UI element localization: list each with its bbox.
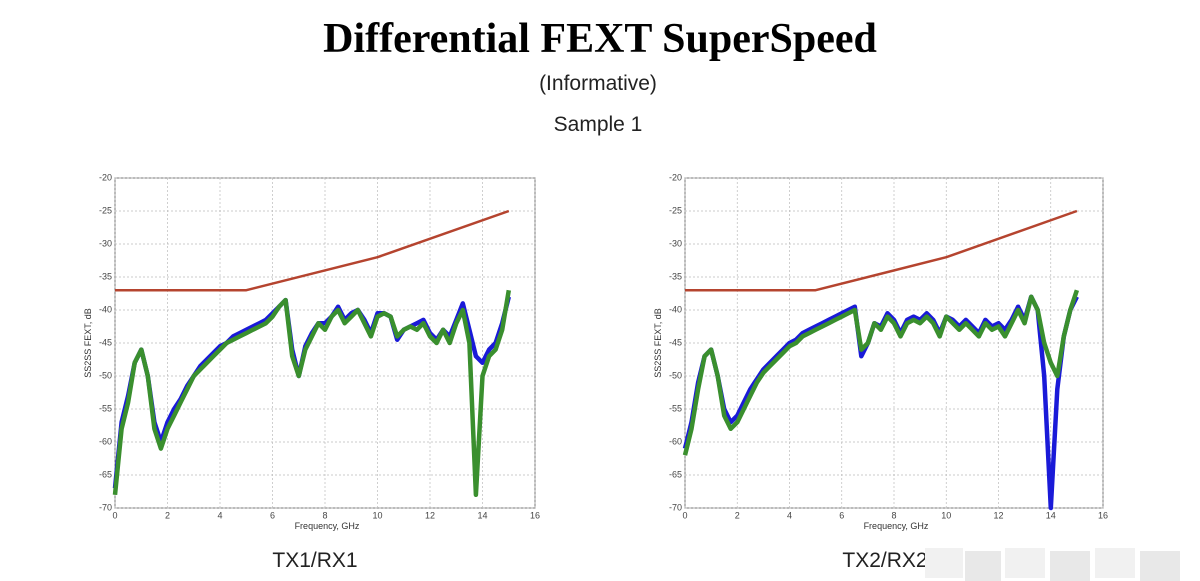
y-tick-label: -30 [669, 238, 682, 248]
x-tick-label: 4 [217, 510, 222, 520]
y-tick-label: -35 [99, 271, 112, 281]
y-tick-label: -40 [99, 304, 112, 314]
x-tick-label: 0 [682, 510, 687, 520]
x-tick-label: 6 [839, 510, 844, 520]
y-tick-label: -65 [99, 469, 112, 479]
watermark-blur [925, 548, 963, 578]
y-tick-label: -25 [99, 205, 112, 215]
x-axis-label: Frequency, GHz [864, 521, 929, 531]
y-tick-label: -50 [669, 370, 682, 380]
y-tick-label: -35 [669, 271, 682, 281]
x-tick-label: 10 [372, 510, 382, 520]
watermark-blur [1050, 551, 1090, 581]
y-tick-label: -60 [669, 436, 682, 446]
watermark-blur [1005, 548, 1045, 578]
y-axis-label: SS2SS FEXT, dB [653, 308, 663, 378]
watermark-blur [965, 551, 1001, 581]
x-tick-label: 8 [322, 510, 327, 520]
x-tick-label: 2 [735, 510, 740, 520]
y-tick-label: -20 [669, 172, 682, 182]
x-tick-label: 16 [1098, 510, 1108, 520]
chart-caption: TX2/RX2 [842, 549, 927, 572]
sample-label: Sample 1 [554, 113, 643, 136]
y-tick-label: -65 [669, 469, 682, 479]
watermark-blur [1140, 551, 1180, 581]
x-tick-label: 14 [477, 510, 487, 520]
data-line [682, 289, 1080, 456]
limit-line [685, 209, 1078, 292]
x-tick-label: 14 [1046, 510, 1056, 520]
chart-caption: TX1/RX1 [272, 549, 357, 572]
y-tick-label: -60 [99, 436, 112, 446]
slide-title: Differential FEXT SuperSpeed [323, 16, 877, 62]
y-tick-label: -20 [99, 172, 112, 182]
y-tick-label: -45 [669, 337, 682, 347]
y-axis-label: SS2SS FEXT, dB [83, 308, 93, 378]
x-tick-label: 12 [425, 510, 435, 520]
x-tick-label: 16 [530, 510, 540, 520]
x-tick-label: 2 [165, 510, 170, 520]
data-line [112, 289, 512, 498]
y-tick-label: -45 [99, 337, 112, 347]
x-tick-label: 10 [941, 510, 951, 520]
y-tick-label: -40 [669, 304, 682, 314]
x-tick-label: 0 [112, 510, 117, 520]
x-axis-label: Frequency, GHz [295, 521, 360, 531]
y-tick-label: -50 [99, 370, 112, 380]
y-tick-label: -30 [99, 238, 112, 248]
y-tick-label: -55 [99, 403, 112, 413]
x-tick-label: 8 [891, 510, 896, 520]
x-tick-label: 6 [270, 510, 275, 520]
y-tick-label: -55 [669, 403, 682, 413]
x-tick-label: 4 [787, 510, 792, 520]
y-tick-label: -25 [669, 205, 682, 215]
x-tick-label: 12 [993, 510, 1003, 520]
watermark-blur [1095, 548, 1135, 578]
y-tick-label: -70 [669, 502, 682, 512]
y-tick-label: -70 [99, 502, 112, 512]
limit-line [115, 209, 510, 292]
slide-subtitle: (Informative) [539, 72, 657, 95]
